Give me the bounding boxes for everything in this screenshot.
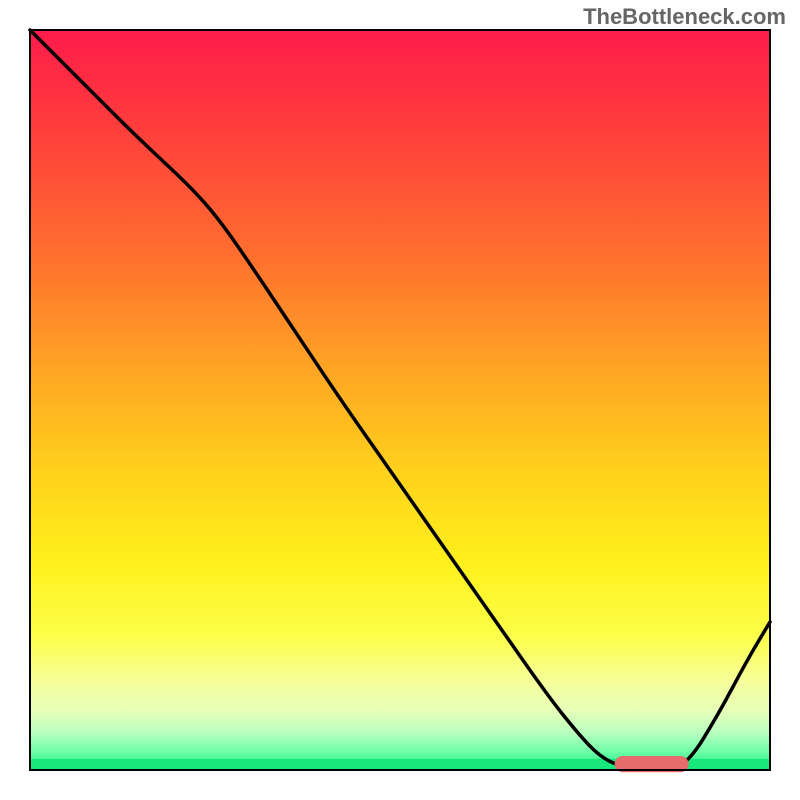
watermark-text: TheBottleneck.com	[583, 4, 786, 30]
chart-container: TheBottleneck.com	[0, 0, 800, 800]
bottleneck-chart	[0, 0, 800, 800]
